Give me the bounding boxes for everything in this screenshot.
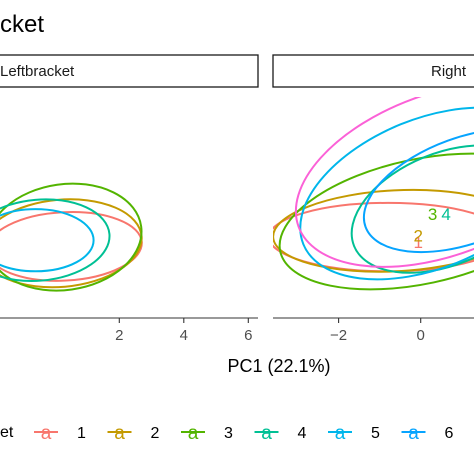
x-tick-label: −2: [330, 327, 347, 344]
legend-label: 1: [77, 425, 86, 442]
x-tick-label: 4: [180, 327, 188, 344]
legend-key-glyph: a: [114, 423, 125, 444]
legend-label: 6: [445, 425, 454, 442]
legend-label: 3: [224, 425, 233, 442]
legend-key-glyph: a: [41, 423, 52, 444]
strip-right: [272, 54, 474, 88]
ellipse-layer-left: [0, 182, 143, 292]
strip-left: [0, 54, 259, 88]
legend-key-glyph: a: [408, 423, 419, 444]
strip-label-right: Right: [431, 63, 467, 80]
legend-label: 5: [371, 425, 380, 442]
x-tick-label: 0: [417, 327, 425, 344]
point-label-2: 2: [413, 227, 422, 246]
ellipse-series-4: [0, 198, 111, 283]
x-ticks-right: −2 0: [330, 318, 425, 344]
legend-key-glyph: a: [188, 423, 199, 444]
x-ticks-left: 2 4 6: [115, 318, 252, 344]
legend-key-glyph: a: [335, 423, 346, 444]
x-tick-label: 6: [244, 327, 252, 344]
ellipse-series-5: [299, 106, 474, 281]
ellipse-series-2: [273, 188, 474, 273]
point-labels-right: 123 4: [413, 205, 450, 252]
ellipse-series-7: [294, 97, 474, 268]
panel-right: Right 123 4 −2 0: [272, 54, 474, 344]
legend-title: et: [0, 424, 14, 441]
ellipse-series-6: [362, 127, 474, 254]
point-label-4: 4: [441, 205, 450, 224]
legend-key-glyph: a: [261, 423, 272, 444]
legend-keys: a1a2a3a4a5a6a: [34, 423, 454, 444]
ellipse-series-4: [350, 144, 474, 274]
x-axis-title: PC1 (22.1%): [227, 356, 330, 376]
ellipse-series-3: [0, 182, 143, 292]
plot-title: cket: [0, 11, 44, 38]
ellipse-layer-right: [273, 97, 474, 291]
legend-label: 4: [298, 425, 307, 442]
ellipse-series-5: [0, 208, 95, 273]
legend-label: 2: [151, 425, 160, 442]
point-label-3: 3: [428, 205, 437, 224]
legend: et a1a2a3a4a5a6a: [0, 423, 454, 444]
strip-label-left: Leftbracket: [0, 63, 75, 80]
panel-left: Leftbracket 2 4 6: [0, 54, 259, 344]
ellipse-series-1: [0, 211, 143, 282]
x-tick-label: 2: [115, 327, 123, 344]
ellipse-series-2: [0, 198, 143, 289]
point-label-1: 1: [413, 233, 422, 252]
